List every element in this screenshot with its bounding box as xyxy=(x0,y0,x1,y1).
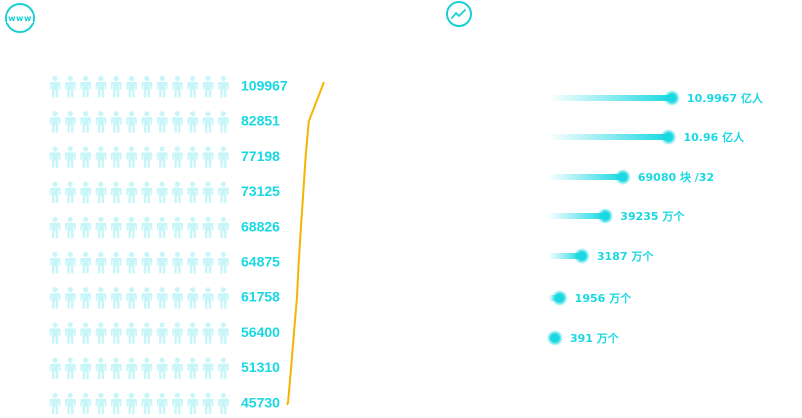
gradient-bar: 10.96 亿人 xyxy=(548,129,745,145)
pictogram-row: 109967 xyxy=(49,75,288,98)
value-label: 45730 xyxy=(241,394,280,410)
value-label: 51310 xyxy=(241,359,280,375)
bar-track xyxy=(548,95,672,101)
gradient-bar: 39235 万个 xyxy=(548,208,685,224)
pictogram-row: 56400 xyxy=(49,322,280,344)
gradient-bar: 10.9967 亿人 xyxy=(548,90,764,106)
value-label: 73125 xyxy=(241,183,280,199)
pictogram-row: 61758 xyxy=(49,287,280,309)
value-label: 109967 xyxy=(241,78,288,94)
gradient-bar: 69080 块 /32 xyxy=(548,169,714,185)
www-icon-text: www xyxy=(7,13,33,23)
gradient-bar: 391 万个 xyxy=(547,330,620,346)
value-label: 82851 xyxy=(241,113,280,129)
www-globe-icon: www xyxy=(5,3,35,33)
bar-label: 3187 万个 xyxy=(597,249,654,263)
pictogram-row: 45730 xyxy=(49,392,280,415)
bar-track xyxy=(548,253,582,259)
value-label: 56400 xyxy=(241,324,280,340)
trend-line xyxy=(286,81,325,406)
bar-label: 391 万个 xyxy=(570,331,620,345)
value-label: 77198 xyxy=(241,148,280,164)
pictogram-row: 64875 xyxy=(49,251,280,274)
gradient-bar: 3187 万个 xyxy=(548,248,654,264)
bar-track xyxy=(548,213,606,219)
pictogram-row: 68826 xyxy=(49,216,280,239)
bar-label: 39235 万个 xyxy=(620,209,685,223)
value-label: 61758 xyxy=(241,289,280,305)
pictogram-row: 73125 xyxy=(49,181,280,203)
bar-label: 10.9967 亿人 xyxy=(687,91,764,105)
bar-label: 1956 万个 xyxy=(575,291,632,305)
bar-label: 10.96 亿人 xyxy=(683,130,745,144)
value-label: 68826 xyxy=(241,218,280,234)
trend-line-icon xyxy=(446,1,472,27)
bar-track xyxy=(548,174,623,180)
value-label: 64875 xyxy=(241,254,280,270)
pictogram-row: 77198 xyxy=(49,146,280,168)
bar-label: 69080 块 /32 xyxy=(638,170,714,184)
gradient-bar: 1956 万个 xyxy=(548,290,632,306)
pictogram-chart: 109967 82851 77198 73125 68826 64875 61758 5640… xyxy=(49,75,325,415)
bar-track xyxy=(548,134,669,140)
pictogram-row: 82851 xyxy=(49,111,280,133)
pictogram-row: 51310 xyxy=(49,357,280,379)
